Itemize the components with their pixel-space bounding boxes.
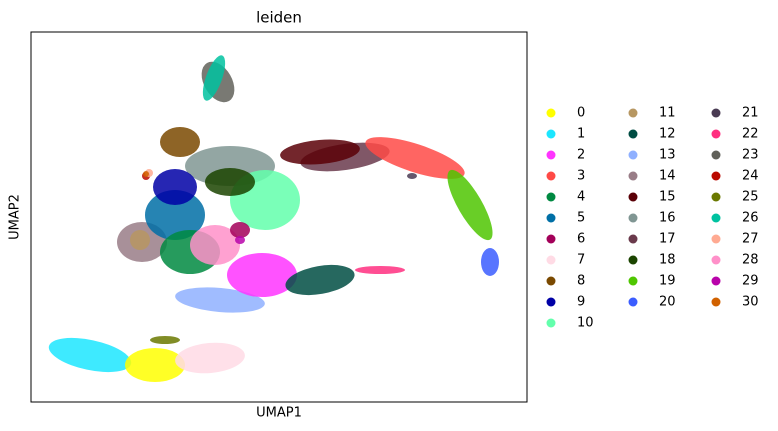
legend-marker [711, 213, 721, 223]
legend-label: 16 [659, 211, 676, 226]
chart-title: leiden [256, 9, 302, 27]
legend-label: 4 [577, 190, 585, 205]
cluster-region [150, 336, 180, 344]
cluster-region [175, 342, 245, 374]
legend-label: 7 [577, 253, 585, 268]
legend-marker [628, 234, 638, 244]
cluster-region [175, 287, 265, 313]
legend-label: 9 [577, 295, 585, 310]
cluster-region [205, 168, 255, 196]
legend-label: 6 [577, 232, 585, 247]
legend-marker [546, 213, 556, 223]
cluster-region [407, 173, 417, 179]
y-axis-label: UMAP2 [8, 194, 23, 240]
cluster-region [145, 190, 205, 240]
legend-marker [546, 108, 556, 118]
legend-marker [546, 276, 556, 286]
legend-marker [628, 192, 638, 202]
legend-label: 1 [577, 127, 585, 142]
plot-area [48, 55, 499, 382]
legend-label: 12 [659, 127, 676, 142]
legend-label: 25 [742, 190, 759, 205]
legend-label: 21 [742, 106, 759, 121]
cluster-region [160, 127, 200, 157]
cluster-region [130, 230, 150, 250]
legend-marker [628, 129, 638, 139]
legend-label: 14 [659, 169, 676, 184]
legend-label: 11 [659, 106, 676, 121]
cluster-region [48, 337, 132, 373]
legend-marker [546, 150, 556, 160]
legend-marker [628, 171, 638, 181]
legend-label: 23 [742, 148, 759, 163]
axes-frame [30, 31, 528, 403]
legend-marker [628, 150, 638, 160]
legend-marker [546, 234, 556, 244]
legend-marker [711, 276, 721, 286]
legend-marker [711, 297, 721, 307]
legend-marker [711, 192, 721, 202]
legend-marker [711, 129, 721, 139]
cluster-region [227, 253, 297, 297]
legend-marker [546, 171, 556, 181]
cluster-region [235, 236, 245, 244]
cluster-region [153, 169, 197, 205]
x-axis-label: UMAP1 [256, 406, 302, 421]
cluster-region [125, 348, 185, 382]
legend-marker [711, 108, 721, 118]
legend-marker [711, 150, 721, 160]
legend-label: 30 [742, 295, 759, 310]
legend-marker [628, 297, 638, 307]
cluster-region [285, 264, 355, 296]
cluster-region [447, 169, 493, 241]
cluster-region [280, 139, 360, 165]
legend-label: 20 [659, 295, 676, 310]
legend-marker [628, 213, 638, 223]
legend-marker [628, 255, 638, 265]
legend-label: 27 [742, 232, 759, 247]
legend-marker [711, 234, 721, 244]
legend-label: 29 [742, 274, 759, 289]
legend-marker [546, 318, 556, 328]
legend-label: 0 [577, 106, 585, 121]
legend-label: 8 [577, 274, 585, 289]
legend-marker [628, 276, 638, 286]
legend-label: 15 [659, 190, 676, 205]
cluster-region [230, 222, 250, 238]
legend-label: 5 [577, 211, 585, 226]
legend-label: 17 [659, 232, 676, 247]
legend-label: 2 [577, 148, 585, 163]
legend-marker [711, 255, 721, 265]
legend: 0123456789101112131415161718192021222324… [546, 106, 759, 331]
legend-marker [546, 129, 556, 139]
legend-label: 18 [659, 253, 676, 268]
cluster-region [481, 248, 499, 276]
legend-marker [711, 171, 721, 181]
cluster-region [143, 171, 149, 177]
cluster-region [355, 266, 405, 274]
legend-label: 22 [742, 127, 759, 142]
legend-label: 3 [577, 169, 585, 184]
cluster-region [365, 137, 465, 179]
cluster-region [190, 225, 240, 265]
legend-label: 28 [742, 253, 759, 268]
legend-label: 13 [659, 148, 676, 163]
legend-marker [546, 255, 556, 265]
legend-label: 26 [742, 211, 759, 226]
legend-marker [628, 108, 638, 118]
legend-marker [546, 192, 556, 202]
cluster-region [202, 55, 226, 101]
legend-label: 24 [742, 169, 759, 184]
legend-marker [546, 297, 556, 307]
legend-label: 10 [577, 316, 594, 331]
legend-label: 19 [659, 274, 676, 289]
